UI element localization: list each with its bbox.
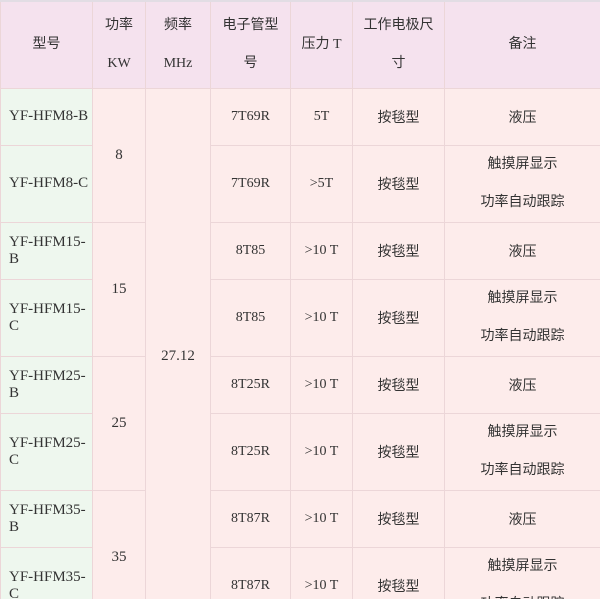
header-tube: 电子管型号: [210, 0, 291, 89]
remark-cell: 触摸屏显示 功率自动跟踪: [444, 546, 600, 599]
tube-cell: 8T25R: [210, 355, 291, 414]
tube-cell: 8T87R: [210, 546, 291, 599]
frequency-cell: 27.12: [145, 87, 211, 599]
table-row: YF-HFM15-C 8T85 >10 T 按毯型 触摸屏显示 功率自动跟踪: [0, 278, 600, 357]
table-row: YF-HFM15-B 15 8T85 >10 T 按毯型 液压: [0, 221, 600, 357]
electrode-cell: 按毯型: [352, 87, 445, 146]
table-row: YF-HFM25-B 25 8T25R >10 T 按毯型 液压: [0, 355, 600, 491]
header-power-label: 功率: [105, 17, 133, 33]
table-row: YF-HFM25-C 8T25R >10 T 按毯型 触摸屏显示 功率自动跟踪: [0, 412, 600, 491]
electrode-cell: 按毯型: [352, 546, 445, 599]
header-frequency-label: 频率: [164, 17, 192, 33]
power-cell: 25: [92, 355, 146, 491]
header-power: 功率 KW: [92, 0, 146, 89]
header-power-unit: KW: [107, 55, 131, 71]
pressure-cell: >5T: [290, 144, 353, 223]
tube-cell: 8T85: [210, 278, 291, 357]
tube-cell: 8T25R: [210, 412, 291, 491]
table-row: YF-HFM8-B 8 27.12 7T69R 5T 按毯型 液压: [0, 87, 600, 599]
remark-line: 触摸屏显示: [487, 558, 558, 574]
table-row: YF-HFM35-B 35 8T87R >10 T 按毯型 液压: [0, 489, 600, 599]
remark-line: 触摸屏显示: [487, 156, 558, 172]
header-electrode: 工作电极尺寸: [352, 0, 445, 89]
table-header: 型号 功率 KW 频率 MHz 电子管型号 压力 T 工作电极尺寸 备注: [0, 0, 600, 89]
pressure-cell: >10 T: [290, 221, 353, 280]
remark-line: 功率自动跟踪: [480, 328, 565, 344]
remark-cell: 触摸屏显示 功率自动跟踪: [444, 278, 600, 357]
remark-line: 功率自动跟踪: [480, 194, 565, 210]
remark-cell: 液压: [444, 489, 600, 548]
power-cell: 8: [92, 87, 146, 223]
remark-cell: 液压: [444, 355, 600, 414]
power-cell: 35: [92, 489, 146, 599]
model-cell: YF-HFM15-C: [0, 278, 93, 357]
tube-cell: 7T69R: [210, 144, 291, 223]
electrode-cell: 按毯型: [352, 221, 445, 280]
electrode-cell: 按毯型: [352, 489, 445, 548]
model-cell: YF-HFM25-B: [0, 355, 93, 414]
tube-cell: 8T87R: [210, 489, 291, 548]
pressure-cell: 5T: [290, 87, 353, 146]
pressure-cell: >10 T: [290, 489, 353, 548]
electrode-cell: 按毯型: [352, 412, 445, 491]
model-cell: YF-HFM15-B: [0, 221, 93, 280]
pressure-cell: >10 T: [290, 546, 353, 599]
header-frequency-unit: MHz: [163, 55, 193, 71]
remark-line: 功率自动跟踪: [480, 462, 565, 478]
pressure-cell: >10 T: [290, 412, 353, 491]
model-cell: YF-HFM35-C: [0, 546, 93, 599]
remark-cell: 触摸屏显示 功率自动跟踪: [444, 144, 600, 223]
table-row: YF-HFM35-C 8T87R >10 T 按毯型 触摸屏显示 功率自动跟踪: [0, 546, 600, 599]
pressure-cell: >10 T: [290, 355, 353, 414]
header-pressure: 压力 T: [290, 0, 353, 89]
power-cell: 15: [92, 221, 146, 357]
remark-line: 功率自动跟踪: [445, 586, 600, 599]
tube-cell: 8T85: [210, 221, 291, 280]
header-model: 型号: [0, 0, 93, 89]
electrode-cell: 按毯型: [352, 144, 445, 223]
remark-line: 触摸屏显示: [487, 290, 558, 306]
tube-cell: 7T69R: [210, 87, 291, 146]
model-cell: YF-HFM8-C: [0, 144, 93, 223]
remark-cell: 液压: [444, 87, 600, 146]
header-frequency: 频率 MHz: [145, 0, 211, 89]
table-row: YF-HFM8-C 7T69R >5T 按毯型 触摸屏显示 功率自动跟踪: [0, 144, 600, 223]
remark-line: 触摸屏显示: [487, 424, 558, 440]
model-cell: YF-HFM35-B: [0, 489, 93, 548]
electrode-cell: 按毯型: [352, 355, 445, 414]
header-remark: 备注: [444, 0, 600, 89]
electrode-cell: 按毯型: [352, 278, 445, 357]
remark-cell: 液压: [444, 221, 600, 280]
remark-cell: 触摸屏显示 功率自动跟踪: [444, 412, 600, 491]
pressure-cell: >10 T: [290, 278, 353, 357]
model-cell: YF-HFM25-C: [0, 412, 93, 491]
model-cell: YF-HFM8-B: [0, 87, 93, 146]
